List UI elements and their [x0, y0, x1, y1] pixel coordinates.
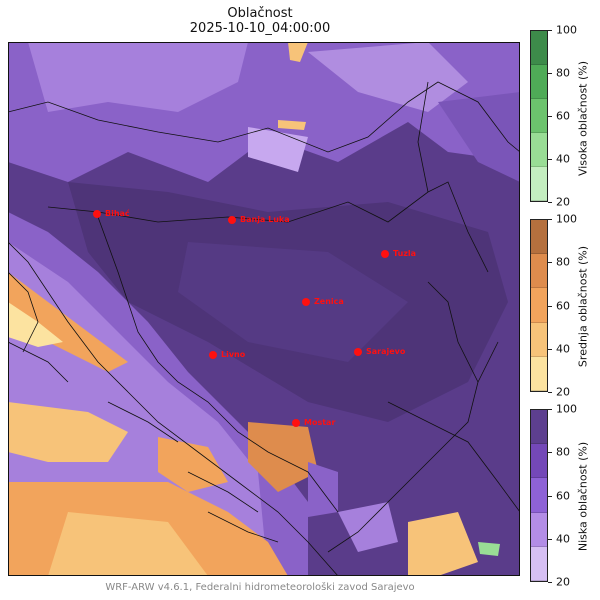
- colorbar-tick-label: 100: [556, 212, 577, 226]
- svg-text:Mostar: Mostar: [304, 418, 335, 427]
- colorbar-tick-label: 100: [556, 402, 577, 416]
- colorbar-segment: [531, 444, 547, 479]
- svg-text:Banja Luka: Banja Luka: [240, 215, 290, 224]
- colorbar-tick-label: 60: [556, 489, 570, 502]
- svg-text:Zenica: Zenica: [314, 297, 344, 306]
- colorbar-segment: [531, 167, 547, 201]
- high-cloud-colorbar: [530, 30, 548, 202]
- mid-cloud-colorbar-label: Srednja oblačnost (%): [576, 245, 590, 368]
- colorbar-tick-label: 60: [556, 109, 570, 123]
- colorbar-tick-mark: [548, 262, 552, 264]
- svg-text:Tuzla: Tuzla: [393, 249, 416, 258]
- mid-cloud-colorbar: [530, 219, 548, 392]
- colorbar-tick-mark: [548, 73, 552, 74]
- colorbar-tick-label: 80: [556, 445, 570, 459]
- colorbar-tick-mark: [548, 392, 552, 393]
- colorbar-tick-label: 40: [556, 342, 570, 356]
- colorbar-segment: [531, 478, 547, 513]
- colorbar-tick-mark: [548, 409, 552, 410]
- colorbar-tick-mark: [548, 30, 552, 31]
- low-cloud-colorbar-label: Niska oblačnost (%): [576, 441, 590, 552]
- colorbar-segment: [531, 65, 547, 99]
- colorbar-segment: [531, 546, 547, 581]
- colorbar-segment: [531, 254, 547, 289]
- colorbar-tick-mark: [548, 219, 552, 220]
- city-banja-luka: Banja Luka: [228, 215, 290, 224]
- colorbar-tick-label: 80: [556, 66, 570, 80]
- colorbar-tick-label: 60: [556, 299, 570, 312]
- svg-text:Livno: Livno: [221, 350, 246, 359]
- colorbar-segment: [531, 99, 547, 133]
- city-mostar: Mostar: [292, 418, 335, 427]
- colorbar-tick-mark: [548, 538, 552, 540]
- high-cloud-colorbar-label: Visoka oblačnost (%): [576, 60, 590, 177]
- colorbar-tick-mark: [548, 452, 552, 454]
- colorbar-segment: [531, 288, 547, 323]
- colorbar-tick-label: 100: [556, 23, 577, 37]
- colorbar-segment: [531, 220, 547, 255]
- map-title: Oblačnost: [227, 6, 293, 21]
- city-livno: Livno: [209, 350, 246, 359]
- city-sarajevo: Sarajevo: [354, 347, 406, 356]
- colorbar-tick-mark: [548, 495, 552, 497]
- colorbar-tick-label: 40: [556, 532, 570, 546]
- colorbar-segment: [531, 356, 547, 391]
- colorbar-tick-label: 20: [556, 575, 570, 589]
- city-bihac: Bihać: [93, 208, 130, 218]
- colorbar-tick-mark: [548, 582, 552, 583]
- cloud-cover-map: Bihać Banja Luka Tuzla Zenica Livno Sara…: [8, 42, 520, 576]
- colorbar-tick-mark: [548, 202, 552, 203]
- svg-text:Sarajevo: Sarajevo: [366, 347, 406, 356]
- colorbar-tick-label: 40: [556, 152, 570, 166]
- colorbar-segment: [531, 512, 547, 547]
- colorbar-tick-label: 80: [556, 255, 570, 269]
- colorbar-segment: [531, 31, 547, 65]
- map-timestamp: 2025-10-10_04:00:00: [189, 21, 331, 36]
- city-zenica: Zenica: [302, 297, 344, 306]
- colorbar-tick-mark: [548, 159, 552, 160]
- model-credit: WRF-ARW v4.6.1, Federalni hidrometeorolo…: [105, 582, 415, 593]
- colorbar-tick-mark: [548, 116, 552, 117]
- svg-text:Bihać: Bihać: [105, 208, 130, 218]
- colorbar-tick-label: 20: [556, 195, 570, 209]
- colorbar-tick-label: 20: [556, 385, 570, 399]
- colorbar-segment: [531, 133, 547, 167]
- colorbar-tick-mark: [548, 305, 552, 307]
- colorbar-segment: [531, 322, 547, 357]
- city-tuzla: Tuzla: [381, 249, 416, 258]
- colorbar-tick-mark: [548, 348, 552, 350]
- low-cloud-colorbar: [530, 409, 548, 582]
- colorbar-segment: [531, 410, 547, 445]
